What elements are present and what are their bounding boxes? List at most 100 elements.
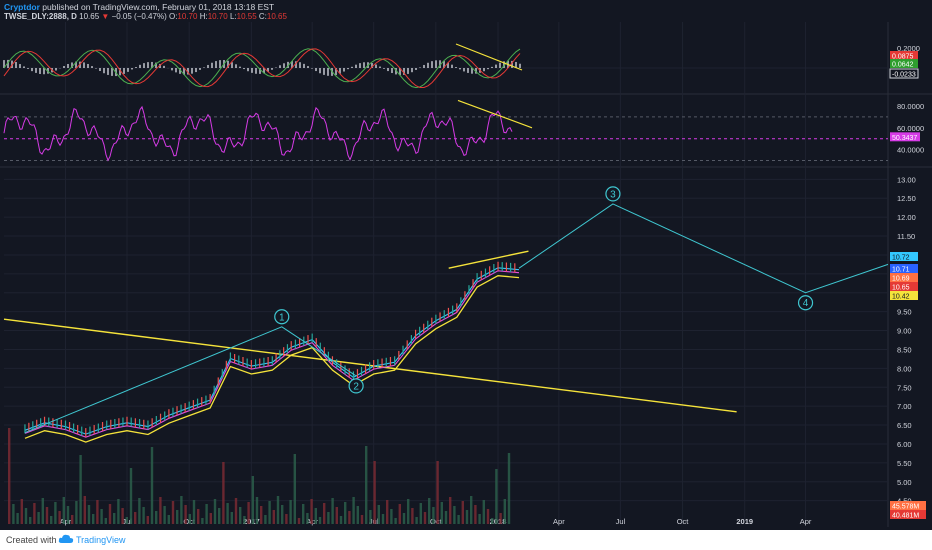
volume-badge (890, 510, 926, 519)
oscillator-histogram-bar (67, 63, 69, 68)
oscillator-histogram-bar (255, 68, 257, 74)
time-tick-label: 2017 (243, 517, 260, 526)
price-tick-label: 9.50 (897, 308, 912, 317)
low-label: L: (229, 12, 237, 21)
oscillator-histogram-bar (191, 68, 193, 74)
oscillator-histogram-bar (467, 68, 469, 73)
volume-bar (444, 511, 448, 524)
volume-bar (87, 505, 91, 524)
oscillator-histogram-bar (411, 68, 413, 73)
oscillator-histogram-bar (171, 68, 173, 71)
chart-header: Cryptdor published on TradingView.com, F… (0, 0, 932, 22)
oscillator-histogram-bar (159, 63, 161, 68)
symbol-name[interactable]: TWSE_DLY:2888, D (4, 12, 77, 21)
oscillator-badge (890, 51, 918, 60)
volume-bar (96, 500, 99, 524)
price-tick-label: 7.00 (897, 402, 912, 411)
rsi-line (3, 105, 513, 162)
oscillator-histogram-bar (243, 68, 245, 70)
price-badge-value: 10.71 (892, 267, 910, 274)
oscillator-badge (889, 68, 919, 79)
oscillator-histogram-bar (7, 59, 9, 68)
oscillator-histogram-bar (87, 63, 89, 68)
oscillator-histogram-bar (407, 68, 409, 74)
oscillator-histogram-bar (511, 60, 513, 68)
oscillator-histogram-bar (123, 68, 125, 74)
volume-bar (281, 505, 284, 524)
oscillator-histogram-bar (491, 66, 493, 68)
price-tick-label: 11.50 (897, 232, 915, 241)
price-tick-label: 8.00 (897, 364, 912, 373)
oscillator-histogram-bar (71, 62, 73, 68)
oscillator-trendline (455, 43, 523, 71)
oscillator-histogram-bar (251, 68, 253, 73)
oscillator-histogram-bar (235, 64, 237, 68)
volume-bar (129, 468, 133, 524)
volume-badge-value: 40.481M (892, 513, 919, 520)
published-text: published on TradingView.com, February 0… (42, 2, 275, 12)
volume-bar (272, 510, 275, 524)
oscillator-histogram-bar (343, 68, 345, 72)
oscillator-badge (890, 59, 918, 68)
oscillator-histogram-bar (299, 62, 301, 68)
volume-bar (66, 506, 70, 524)
time-tick-label: 2019 (736, 517, 753, 526)
oscillator-histogram-bar (231, 62, 233, 68)
rsi-tick-label: 40.0000 (897, 146, 924, 155)
volume-bar (20, 499, 23, 524)
oscillator-histogram-bar (3, 60, 5, 68)
oscillator-histogram-bar (139, 64, 141, 68)
volume-bar (348, 511, 351, 524)
rsi-trendline (457, 99, 533, 129)
volume-badge-value: 45.578M (892, 504, 919, 511)
price-badge (890, 273, 918, 282)
oscillator-histogram-bar (335, 68, 337, 76)
oscillator-histogram-bar (295, 61, 297, 68)
volume-bar (394, 518, 397, 524)
volume-bar (41, 498, 44, 524)
oscillator-histogram-bar (131, 68, 133, 70)
price-tick-label: 8.50 (897, 345, 912, 354)
volume-bar (465, 510, 469, 524)
price-badge (890, 282, 918, 291)
oscillator-histogram-bar (327, 68, 329, 76)
close-label: C: (258, 12, 267, 21)
low-value: 10.55 (236, 12, 257, 21)
tradingview-brand[interactable]: TradingView (76, 535, 126, 545)
volume-bar (159, 497, 162, 524)
oscillator-histogram-bar (447, 62, 449, 68)
wave-label-4: 4 (803, 298, 809, 309)
volume-bar (377, 505, 380, 524)
oscillator-histogram-bar (95, 68, 97, 69)
oscillator-badge-value: -0.0233 (892, 72, 916, 79)
oscillator-histogram-bar (347, 68, 349, 70)
rsi-tick-label: 80.0000 (897, 102, 924, 111)
volume-bar (302, 504, 305, 524)
volume-bar (83, 496, 86, 524)
volume-bar (37, 512, 40, 524)
volume-bar (432, 507, 435, 524)
volume-bar (251, 476, 254, 524)
volume-bar (423, 512, 427, 524)
volume-bar (62, 497, 65, 524)
trendline (3, 318, 737, 413)
chart-canvas[interactable]: 13.0012.5012.0011.5011.0010.5010.009.509… (0, 0, 932, 530)
oscillator-histogram-bar (215, 61, 217, 68)
price-badge (890, 252, 918, 261)
volume-bar (381, 514, 385, 524)
oscillator-histogram-bar (499, 62, 501, 68)
oscillator-histogram-bar (379, 66, 381, 68)
wave-line-projection (518, 203, 889, 294)
volume-bar (453, 506, 456, 524)
volume-bar (54, 502, 57, 524)
volume-bar (402, 513, 406, 524)
oscillator-histogram-bar (427, 62, 429, 68)
volume-bar (360, 515, 364, 524)
rsi-badge-value: 50.3437 (892, 135, 917, 142)
oscillator-histogram-bar (267, 68, 269, 72)
oscillator-histogram-bar (279, 65, 281, 68)
oscillator-histogram-bar (207, 64, 209, 68)
oscillator-histogram-bar (395, 68, 397, 75)
wave-label-3: 3 (610, 189, 616, 200)
author-link[interactable]: Cryptdor (4, 2, 40, 12)
